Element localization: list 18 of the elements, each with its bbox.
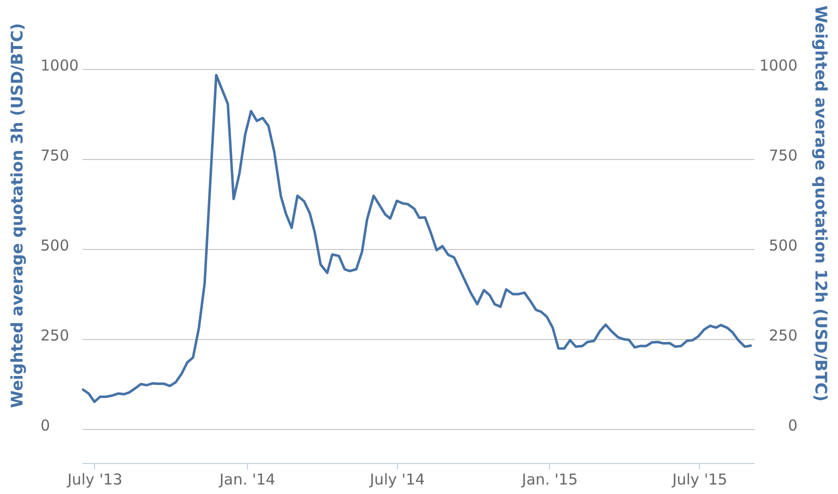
y-tick-label: 0 [40, 416, 50, 435]
y2-tick-label: 500 [768, 236, 798, 255]
y2-axis-title: Weighted average quotation 12h (USD/BTC) [812, 5, 830, 402]
x-tick-label: Jan. '15 [520, 470, 578, 488]
x-tick-label: July '15 [671, 470, 728, 488]
y-tick-label: 250 [40, 326, 70, 345]
y-tick-label: 750 [40, 146, 70, 165]
y2-tick-label: 0 [788, 416, 798, 435]
y-tick-label: 1000 [40, 56, 79, 74]
x-tick-label: July '14 [368, 470, 425, 488]
y-tick-label: 500 [40, 236, 70, 255]
line-series [82, 74, 752, 404]
y2-tick-label: 1000 [759, 56, 798, 74]
x-tick-label: July '13 [66, 470, 122, 488]
y-axis-title: Weighted average quotation 3h (USD/BTC) [8, 23, 26, 408]
x-tick-label: Jan. '14 [218, 470, 276, 488]
y2-tick-label: 750 [768, 146, 798, 165]
y2-tick-label: 250 [768, 326, 798, 345]
